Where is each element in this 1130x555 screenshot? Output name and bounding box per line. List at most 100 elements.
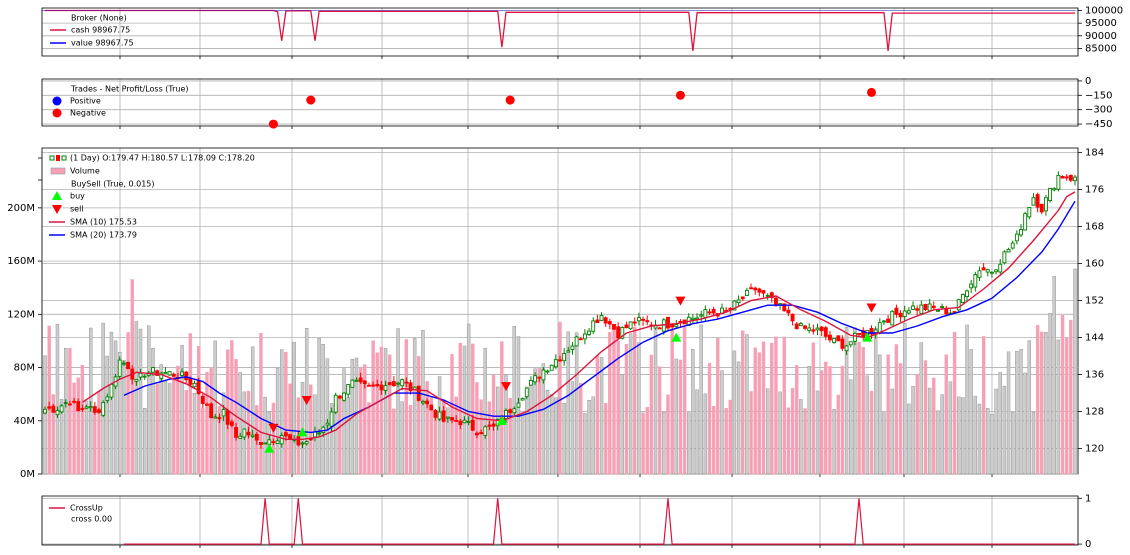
candle-up: [844, 345, 849, 352]
candle-up: [105, 396, 110, 401]
legend-swatch-dot: [52, 108, 62, 118]
volume-bar-down: [952, 331, 957, 475]
volume-bar-down: [309, 384, 313, 475]
volume-bar-down: [711, 406, 716, 475]
volume-bar-up: [653, 329, 658, 475]
candle-up: [848, 341, 853, 346]
volume-bar-down: [230, 340, 234, 475]
candle-up: [699, 314, 704, 317]
volume-bar-down: [184, 390, 188, 475]
volume-bar-down: [786, 407, 791, 475]
legend-label: (1 Day) O:179.47 H:180.57 L:178.09 C:178…: [70, 154, 255, 163]
volume-bar-up: [64, 347, 68, 475]
volume-bar-up: [778, 391, 782, 475]
volume-bar-up: [138, 328, 143, 475]
candle-down: [404, 381, 409, 384]
volume-bar-down: [861, 347, 865, 475]
volume-bar-up: [907, 403, 911, 475]
volume-bar-down: [76, 377, 80, 475]
volume-bar-down: [367, 402, 371, 475]
volume-bar-up: [986, 408, 990, 475]
candle-up: [437, 411, 442, 420]
volume-bar-down: [558, 321, 562, 475]
legend-label: SMA (10) 175.53: [70, 218, 137, 227]
candle-up: [985, 269, 990, 273]
candle-up: [88, 405, 93, 409]
sma20-line: [123, 200, 1076, 434]
legend-label: SMA (20) 173.79: [70, 231, 137, 240]
volume-bar-down: [450, 354, 454, 475]
candle-up: [354, 379, 359, 382]
candle-down: [819, 326, 824, 332]
volume-bar-down: [624, 343, 629, 475]
volume-bar-up: [159, 364, 163, 475]
candle-up: [1027, 207, 1032, 218]
volume-bar-up: [703, 393, 708, 475]
volume-bar-up: [873, 328, 878, 475]
candle-down: [931, 305, 936, 309]
volume-bar-down: [408, 405, 413, 475]
candle-up: [117, 359, 122, 377]
volume-bar-up: [496, 386, 500, 475]
candle-up: [977, 270, 982, 278]
candle-up: [1056, 174, 1061, 190]
volume-bar-up: [238, 372, 242, 475]
volume-bar-down: [657, 366, 662, 475]
volume-bar-up: [736, 361, 741, 475]
volume-bar-up: [221, 392, 226, 475]
candle-down: [458, 420, 463, 426]
volume-bar-down: [894, 344, 899, 475]
legend-title: Broker (None): [71, 14, 127, 23]
candle-up: [213, 416, 218, 419]
candle-up: [221, 409, 226, 417]
volume-bar-up: [687, 412, 691, 475]
volume-bar-down: [811, 342, 816, 475]
candle-down: [757, 288, 762, 293]
candle-down: [441, 410, 446, 422]
volume-bar-down: [68, 347, 72, 475]
candle-up: [674, 324, 679, 328]
volume-bar-up: [533, 368, 537, 475]
volume-bar-up: [113, 340, 118, 475]
candle-up: [744, 289, 749, 297]
candle-up: [1048, 187, 1053, 201]
candle-up: [317, 432, 322, 435]
volume-bar-up: [549, 394, 554, 475]
crossup-line: [123, 498, 1075, 545]
candle-down: [425, 400, 430, 405]
volume-bar-up: [927, 387, 932, 475]
candle-up: [275, 440, 280, 444]
volume-bar-up: [998, 372, 1002, 475]
volume-bar-up: [180, 345, 184, 475]
candle-up: [732, 300, 737, 311]
candle-up: [1019, 229, 1023, 236]
volume-bar-up: [745, 334, 749, 475]
candle-up: [1073, 176, 1077, 182]
volume-bar-up: [192, 392, 197, 475]
volume-bar-down: [803, 408, 807, 475]
volume-bar-down: [923, 360, 928, 475]
sell-marker: [675, 296, 686, 306]
candle-up: [690, 317, 695, 320]
candle-up: [1010, 242, 1015, 249]
candle-up: [541, 369, 546, 381]
candle-down: [491, 423, 496, 427]
candle-down: [358, 377, 363, 383]
candle-up: [1006, 248, 1011, 253]
volume-bar-up: [383, 348, 388, 475]
sell-marker: [268, 423, 279, 433]
volume-bar-down: [259, 333, 263, 475]
volume-bar-down: [869, 390, 874, 475]
price-legend: (1 Day) O:179.47 H:180.57 L:178.09 C:178…: [49, 154, 255, 240]
candle-up: [109, 383, 114, 398]
candle-up: [940, 306, 945, 308]
volume-bar-up: [890, 388, 894, 475]
volume-bar-up: [662, 411, 666, 475]
candle-up: [350, 379, 355, 388]
candle-up: [1031, 197, 1036, 206]
volume-bar-down: [508, 397, 512, 475]
candle-down: [666, 316, 670, 329]
volume-bar-down: [886, 354, 890, 475]
volume-bar-up: [529, 384, 533, 475]
